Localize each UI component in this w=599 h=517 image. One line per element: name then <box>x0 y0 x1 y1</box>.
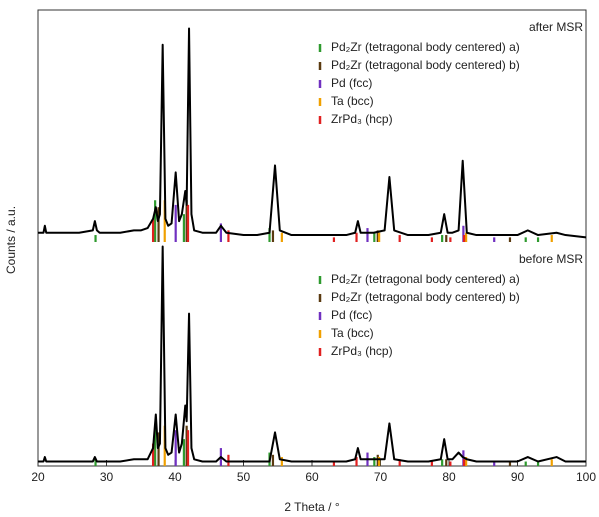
x-tick-label: 70 <box>374 470 388 484</box>
legend-label: Pd₂Zr (tetragonal body centered) a) <box>331 272 520 286</box>
pattern-line <box>38 245 586 463</box>
x-tick-label: 50 <box>237 470 251 484</box>
x-tick-label: 30 <box>100 470 114 484</box>
plot-frame <box>37 9 587 467</box>
legend-label: Ta (bcc) <box>331 326 374 340</box>
x-tick-label: 100 <box>576 470 596 484</box>
legend-label: ZrPd₃ (hcp) <box>331 112 393 126</box>
panel-annotation: after MSR <box>529 20 583 34</box>
legend-label: Pd₂Zr (tetragonal body centered) b) <box>331 58 520 72</box>
x-tick-label: 40 <box>168 470 182 484</box>
x-tick-label: 20 <box>31 470 45 484</box>
legend-label: Pd (fcc) <box>331 76 372 90</box>
panel-annotation: before MSR <box>519 252 583 266</box>
legend-label: Pd (fcc) <box>331 308 372 322</box>
x-tick-label: 90 <box>511 470 525 484</box>
x-axis-label: 2 Theta / ° <box>284 500 339 514</box>
legend-label: Pd₂Zr (tetragonal body centered) a) <box>331 40 520 54</box>
legend-label: ZrPd₃ (hcp) <box>331 344 393 358</box>
y-axis-label: Counts / a.u. <box>4 206 18 274</box>
legend-label: Pd₂Zr (tetragonal body centered) b) <box>331 290 520 304</box>
legend-label: Ta (bcc) <box>331 94 374 108</box>
x-tick-label: 80 <box>442 470 456 484</box>
pattern-line <box>38 27 587 239</box>
x-tick-label: 60 <box>305 470 319 484</box>
